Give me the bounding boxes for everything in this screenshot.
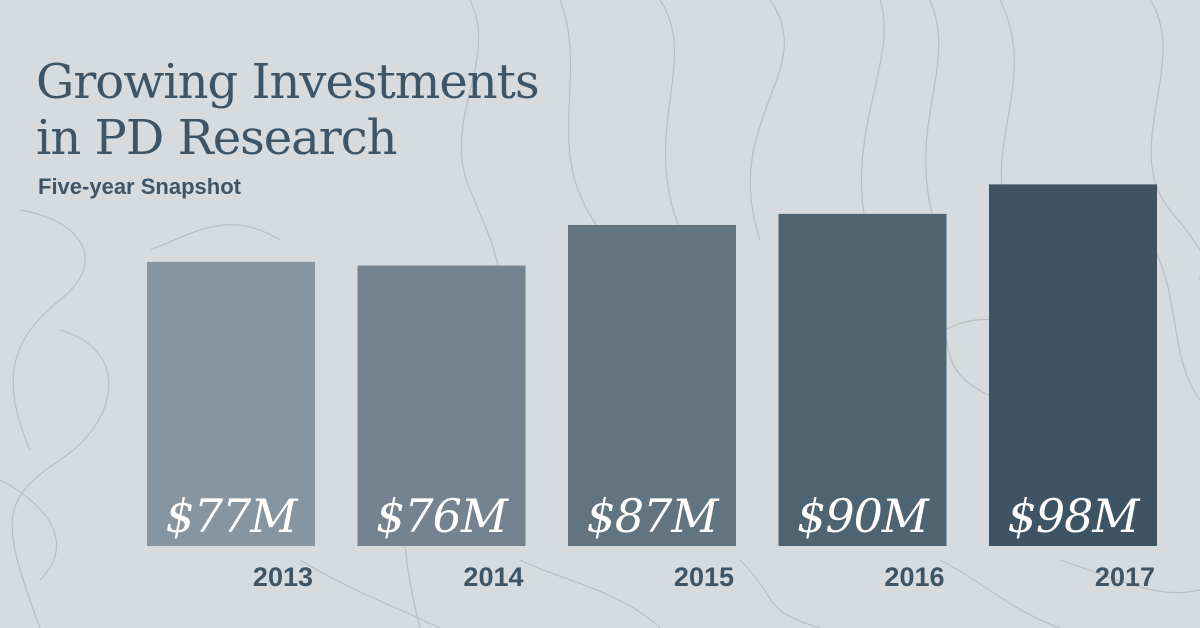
title-line-1: Growing Investments — [36, 54, 540, 110]
year-label-2016: 2016 — [884, 562, 944, 592]
year-label-2017: 2017 — [1095, 562, 1155, 592]
bar-2013 — [147, 261, 315, 546]
bar-2017 — [989, 184, 1157, 546]
subtitle: Five-year Snapshot — [38, 174, 241, 199]
title-line-2: in PD Research — [36, 110, 398, 166]
bar-2015 — [568, 224, 736, 546]
year-label-2015: 2015 — [674, 562, 734, 592]
bar-2014 — [357, 265, 526, 546]
page-title: Growing Investments in PD Research — [36, 54, 540, 166]
bar-value-label-2016: $90M — [797, 489, 931, 543]
bar-value-label-2013: $77M — [166, 489, 300, 543]
year-label-2013: 2013 — [253, 562, 313, 592]
bar-value-label-2017: $98M — [1008, 489, 1142, 543]
bar-2016 — [778, 213, 947, 546]
year-label-2014: 2014 — [463, 562, 523, 592]
bar-value-label-2014: $76M — [376, 489, 510, 543]
bar-value-label-2015: $87M — [587, 489, 721, 543]
